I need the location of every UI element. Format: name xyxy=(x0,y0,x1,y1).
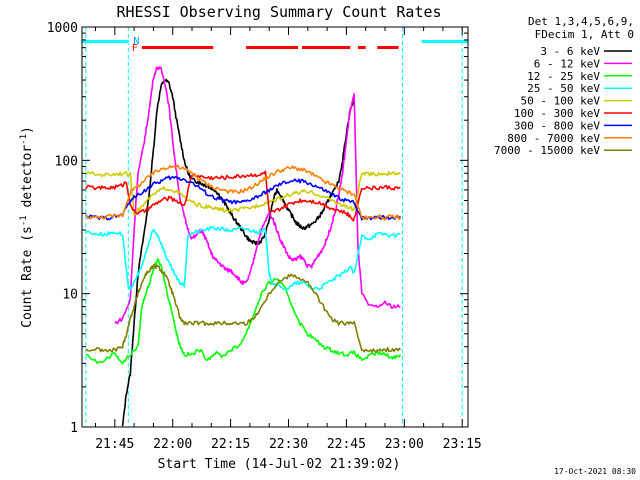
legend-label-6: 300 - 800 keV xyxy=(514,119,600,132)
series-line-3 xyxy=(85,225,401,291)
series-line-5 xyxy=(85,170,401,222)
legend-label-1: 6 - 12 keV xyxy=(534,57,601,70)
flare-bar-3 xyxy=(357,46,366,49)
legend-label-5: 100 - 300 keV xyxy=(514,107,600,120)
y-axis-ticks: 1 10 100 1000 xyxy=(47,21,468,436)
series-line-7 xyxy=(85,164,402,221)
legend-label-0: 3 - 6 keV xyxy=(540,45,600,58)
legend: Det 1,3,4,5,6,9, FDecim 1, Att 0 3 - 6 k… xyxy=(494,15,634,157)
x-tick-label-3: 22:30 xyxy=(269,437,308,452)
flare-bar-2 xyxy=(302,46,351,49)
legend-label-4: 50 - 100 keV xyxy=(521,95,601,108)
y-tick-label-1: 10 xyxy=(62,288,78,303)
night-bar-0 xyxy=(82,40,129,43)
x-tick-label-6: 23:15 xyxy=(443,437,482,452)
y-tick-label-3: 1000 xyxy=(47,21,78,36)
series-line-8 xyxy=(85,263,401,354)
generation-timestamp: 17-Oct-2021 08:30 xyxy=(554,467,636,476)
series-line-0 xyxy=(121,78,355,427)
y-axis-label-middle: detector xyxy=(20,145,35,216)
plot-frame xyxy=(81,26,469,428)
observing-flags: FN xyxy=(82,36,468,54)
legend-label-8: 7000 - 15000 keV xyxy=(494,144,600,157)
flare-flag-label: F xyxy=(132,43,138,54)
x-tick-label-2: 22:15 xyxy=(211,437,250,452)
x-axis-ticks: 21:45 22:00 22:15 22:30 22:45 23:00 23:15 xyxy=(95,27,482,452)
night-bar-1 xyxy=(421,40,468,43)
chart-title: RHESSI Observing Summary Count Rates xyxy=(116,3,441,21)
saa-markers xyxy=(85,27,463,427)
y-axis-label-main: Count Rate (s xyxy=(20,226,35,328)
y-axis-label-exponent-2: -1 xyxy=(19,134,29,145)
night-flag-label: N xyxy=(133,36,139,47)
series-line-1 xyxy=(114,66,401,325)
y-axis-label-end: ) xyxy=(20,126,35,134)
y-tick-label-0: 1 xyxy=(70,421,78,436)
legend-header-line-1: Det 1,3,4,5,6,9, xyxy=(528,15,634,28)
series-line-6 xyxy=(85,175,402,221)
y-tick-label-2: 100 xyxy=(55,154,78,169)
x-tick-label-5: 23:00 xyxy=(385,437,424,452)
series-line-2 xyxy=(85,258,402,365)
flare-bar-4 xyxy=(377,46,399,49)
x-tick-label-0: 21:45 xyxy=(95,437,134,452)
x-tick-label-4: 22:45 xyxy=(327,437,366,452)
legend-header-line-2: FDecim 1, Att 0 xyxy=(535,28,634,41)
flare-bar-1 xyxy=(246,46,299,49)
y-axis-label: Count Rate (s-1 detector-1) xyxy=(19,126,35,328)
y-axis-label-exponent-1: -1 xyxy=(19,215,29,226)
legend-label-7: 800 - 7000 keV xyxy=(507,132,600,145)
legend-label-3: 25 - 50 keV xyxy=(527,82,600,95)
legend-label-2: 12 - 25 keV xyxy=(527,70,600,83)
x-axis-label: Start Time (14-Jul-02 21:39:02) xyxy=(158,457,401,472)
x-tick-label-1: 22:00 xyxy=(153,437,192,452)
series-layer xyxy=(85,66,402,427)
flare-bar-0 xyxy=(141,46,214,49)
series-line-4 xyxy=(85,171,401,216)
